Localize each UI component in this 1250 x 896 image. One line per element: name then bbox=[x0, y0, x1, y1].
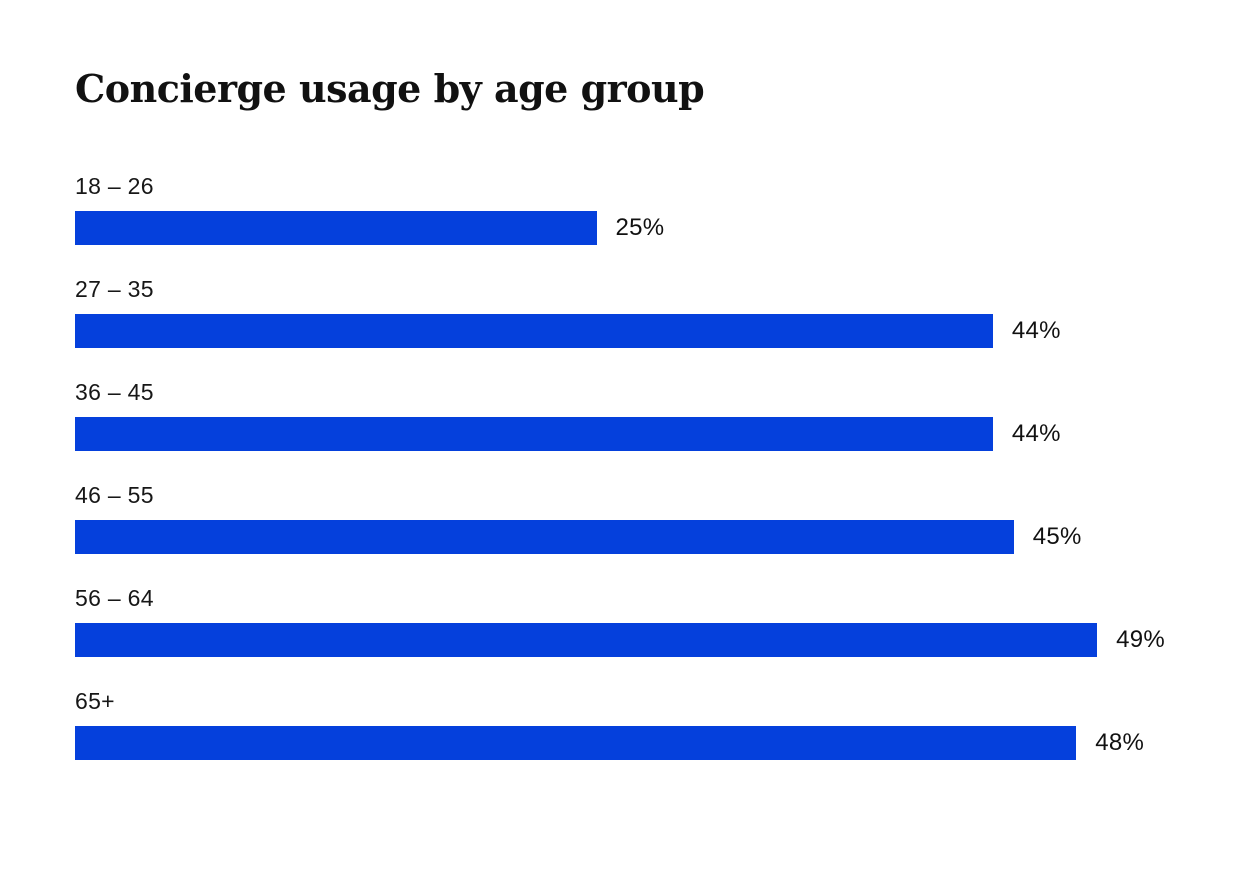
age-group-label: 27 – 35 bbox=[75, 275, 154, 302]
bar-row: 27 – 35 44% bbox=[75, 275, 1250, 348]
bar-row: 36 – 45 44% bbox=[75, 378, 1250, 451]
bar-65-plus bbox=[75, 725, 1077, 760]
age-group-label: 65+ bbox=[75, 687, 115, 714]
bar-row: 65+ 48% bbox=[75, 687, 1250, 760]
bar-27-35 bbox=[75, 313, 993, 348]
bar-track: 44% bbox=[75, 416, 1250, 451]
bar-track: 48% bbox=[75, 725, 1250, 760]
value-label: 44% bbox=[1011, 419, 1061, 447]
age-group-label: 56 – 64 bbox=[75, 584, 154, 611]
age-group-label: 46 – 55 bbox=[75, 481, 154, 508]
bar-row: 18 – 26 25% bbox=[75, 172, 1250, 245]
bar-56-64 bbox=[75, 622, 1098, 657]
bar-row: 56 – 64 49% bbox=[75, 584, 1250, 657]
bar-36-45 bbox=[75, 416, 993, 451]
age-group-label: 36 – 45 bbox=[75, 378, 154, 405]
bar-track: 45% bbox=[75, 519, 1250, 554]
chart-title: Concierge usage by age group bbox=[75, 66, 705, 111]
bar-track: 25% bbox=[75, 210, 1250, 245]
bar-track: 44% bbox=[75, 313, 1250, 348]
value-label: 44% bbox=[1011, 316, 1061, 344]
bar-track: 49% bbox=[75, 622, 1250, 657]
bar-chart: 18 – 26 25% 27 – 35 44% 36 – 45 44% 46 –… bbox=[75, 172, 1250, 760]
value-label: 48% bbox=[1095, 728, 1145, 756]
value-label: 25% bbox=[615, 213, 665, 241]
bar-46-55 bbox=[75, 519, 1014, 554]
bar-row: 46 – 55 45% bbox=[75, 481, 1250, 554]
value-label: 49% bbox=[1116, 625, 1166, 653]
bar-18-26 bbox=[75, 210, 597, 245]
age-group-label: 18 – 26 bbox=[75, 172, 154, 199]
value-label: 45% bbox=[1032, 522, 1082, 550]
